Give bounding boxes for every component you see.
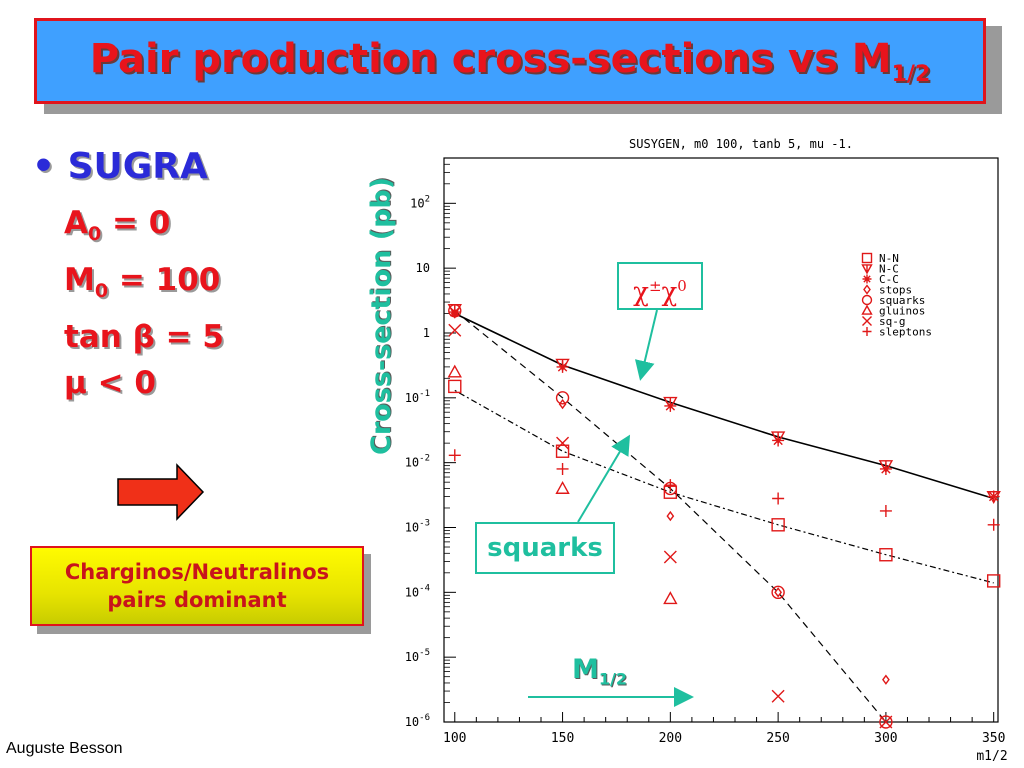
x-axis-label: m1/2: [976, 749, 1007, 764]
legend-marker-gluinos: [861, 304, 873, 315]
y-tick-label: 102: [410, 194, 430, 210]
legend-marker-n-c: [861, 264, 873, 275]
x-tick-label: 200: [659, 731, 682, 746]
point-sq-g: [663, 550, 677, 564]
point-sleptons: [448, 449, 461, 462]
y-tick-label: 1: [423, 326, 430, 340]
legend-marker-n-n: [861, 252, 873, 264]
title-banner: Pair production cross-sections vs M1/2: [34, 18, 986, 104]
point-n-n: [986, 574, 1001, 588]
point-gluinos: [555, 481, 570, 494]
point-n-n: [879, 548, 893, 562]
point-squarks: [555, 391, 570, 405]
point-sleptons: [987, 518, 1000, 531]
point-c-c: [664, 399, 677, 412]
point-squarks: [879, 715, 893, 729]
legend-label-sq-g: sq-g: [879, 315, 906, 328]
point-sq-g: [771, 689, 785, 703]
point-stops: [774, 587, 782, 598]
author-name: Auguste Besson: [6, 740, 123, 757]
point-sq-g: [448, 323, 462, 337]
legend-label-c-c: C-C: [879, 273, 899, 286]
y-tick-label: 10-1: [405, 389, 430, 405]
param-a0: A0 = 0: [64, 205, 171, 246]
legend-label-n-n: N-N: [879, 252, 899, 265]
curve-n-n: [454, 389, 994, 584]
x-tick-label: 300: [874, 731, 897, 746]
chargino-neutralino-label: χ±χ0: [617, 262, 703, 310]
point-sq-g: [879, 715, 893, 729]
x-tick-label: 350: [982, 731, 1005, 746]
point-n-n: [448, 379, 462, 394]
point-gluinos: [663, 591, 678, 605]
cross-section-chart: SUSYGEN, m0 100, tanb 5, mu -1. 100 150 200…: [405, 137, 1008, 764]
legend-marker-squarks: [861, 294, 873, 306]
sugra-heading: • SUGRA: [32, 146, 208, 187]
point-stops: [882, 674, 890, 685]
x-tick-label: 250: [766, 731, 789, 746]
m12-label: M1/2: [572, 654, 627, 689]
legend-marker-sq-g: [862, 316, 872, 326]
param-mu: μ < 0: [64, 365, 156, 402]
point-stops: [666, 510, 675, 522]
legend-marker-sleptons: [862, 327, 872, 336]
param-tanbeta: tan β = 5: [64, 319, 224, 356]
point-n-n: [771, 518, 785, 532]
curve-n-c: [454, 312, 994, 500]
point-sleptons: [664, 479, 677, 492]
point-gluinos: [447, 364, 462, 378]
legend-label-gluinos: gluinos: [879, 305, 925, 318]
legend-marker-c-c: [862, 274, 872, 284]
y-tick-label: 10-5: [405, 648, 430, 664]
point-c-c: [772, 434, 785, 447]
param-m0: M0 = 100: [64, 262, 221, 303]
callout-line2: pairs dominant: [107, 588, 287, 612]
y-tick-label: 10-2: [405, 454, 430, 470]
point-squarks: [771, 585, 785, 600]
y-tick-label: 10-6: [405, 713, 430, 729]
point-c-c: [448, 306, 461, 319]
point-c-c: [556, 360, 569, 373]
point-n-n: [555, 444, 570, 458]
point-c-c: [879, 462, 892, 475]
point-sq-g: [556, 436, 570, 450]
chart-title: SUSYGEN, m0 100, tanb 5, mu -1.: [629, 137, 853, 151]
right-arrow-icon: [117, 463, 205, 521]
sugra-params: A0 = 0 M0 = 100 tan β = 5 μ < 0: [64, 200, 224, 406]
curve-squarks: [454, 310, 887, 723]
callout-box: Charginos/Neutralinos pairs dominant: [30, 546, 364, 626]
point-sleptons: [772, 492, 785, 505]
legend-label-squarks: squarks: [879, 294, 925, 307]
y-tick-label: 10-3: [405, 518, 430, 534]
point-sleptons: [879, 504, 892, 517]
point-c-c: [987, 490, 1000, 503]
point-sleptons: [556, 462, 569, 475]
y-tick-label: 10: [416, 261, 430, 275]
slide-title: Pair production cross-sections vs M1/2: [89, 35, 931, 87]
legend-label-sleptons: sleptons: [879, 326, 932, 339]
callout-line1: Charginos/Neutralinos: [64, 560, 330, 584]
x-tick-label: 100: [443, 731, 466, 746]
plot-frame: [443, 157, 999, 723]
x-tick-label: 150: [551, 731, 574, 746]
legend-marker-stops: [863, 284, 871, 295]
y-axis-title: Cross-section (pb): [366, 176, 397, 455]
legend-label-stops: stops: [879, 284, 912, 297]
y-tick-label: 10-4: [405, 583, 430, 599]
squarks-label: squarks: [475, 522, 615, 574]
point-squarks: [448, 304, 462, 318]
legend-label-n-c: N-C: [879, 263, 899, 276]
